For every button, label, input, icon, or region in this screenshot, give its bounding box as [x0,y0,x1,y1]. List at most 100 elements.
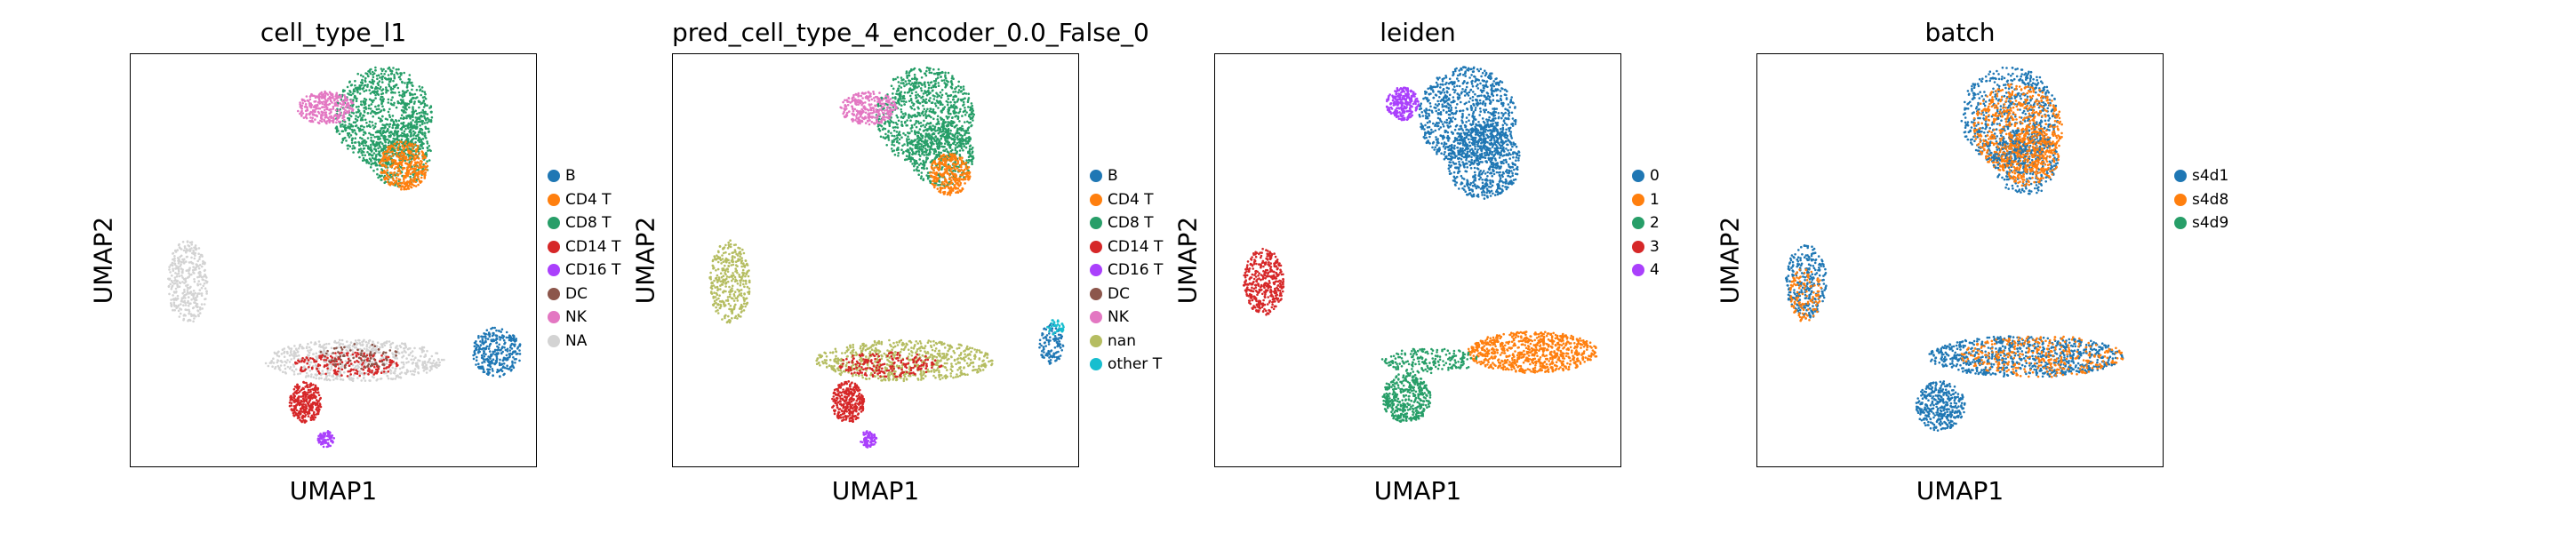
scatter-point [373,135,377,139]
scatter-point [421,96,425,99]
scatter-point [364,100,367,103]
scatter-point [487,333,490,336]
scatter-point [416,161,419,163]
scatter-point [908,82,910,85]
scatter-point [414,141,417,144]
scatter-point [396,123,398,127]
scatter-point [341,90,345,93]
scatter-point [961,134,964,138]
scatter-point [341,139,345,142]
scatter-point [382,351,386,354]
scatter-point [364,72,367,75]
scatter-point [389,363,392,366]
scatter-point [322,432,325,434]
scatter-point [351,379,355,383]
scatter-point [922,114,925,117]
scatter-point [312,358,316,362]
scatter-point [908,116,910,119]
scatter-point [932,89,934,91]
scatter-point [360,124,364,128]
scatter-point [372,141,374,145]
scatter-point [362,151,365,154]
scatter-point [366,75,370,77]
scatter-point [358,141,361,145]
scatter-point [351,101,355,104]
scatter-point [181,271,184,274]
scatter-point [401,81,404,84]
scatter-point [900,99,903,103]
scatter-point [295,403,299,407]
scatter-point [204,279,207,282]
scatter-point [277,350,280,354]
scatter-point [178,274,180,278]
scatter-point [388,131,391,134]
scatter-point [936,115,940,118]
scatter-point [297,359,300,362]
scatter-point [413,370,417,373]
scatter-point [309,375,313,378]
scatter-point [428,369,432,372]
scatter-point [953,125,956,129]
scatter-point [334,372,338,376]
scatter-point [508,349,511,352]
scatter-point [960,99,963,102]
scatter-point [388,147,392,151]
scatter-point [371,109,374,113]
scatter-point [392,67,395,69]
scatter-point [327,443,331,447]
scatter-point [353,129,356,132]
scatter-point [338,132,341,136]
scatter-point [371,375,374,378]
scatter-point [362,133,365,137]
scatter-point [309,348,313,351]
scatter-point [905,83,908,85]
scatter-point [340,96,342,99]
scatter-point [891,149,894,153]
scatter-point [345,106,348,108]
scatter-point [183,290,186,293]
scatter-point [351,92,355,95]
scatter-point [493,326,496,330]
scatter-point [510,347,514,350]
point-cluster [875,66,975,167]
scatter-point [512,337,516,340]
scatter-point [476,343,478,346]
scatter-point [418,111,421,115]
scatter-point [334,358,338,361]
scatter-point [412,137,415,140]
scatter-point [944,74,947,76]
scatter-point [399,78,402,81]
scatter-point [939,91,942,94]
point-cluster [378,140,429,191]
scatter-point [196,275,199,279]
legend-label: CD8 T [565,214,612,233]
scatter-point [388,155,391,158]
scatter-point [311,416,315,419]
scatter-point [407,169,411,171]
scatter-point [392,179,396,182]
scatter-point [428,118,430,122]
scatter-point [200,303,204,306]
scatter-point [283,352,285,354]
scatter-point [425,363,428,367]
scatter-point [296,417,300,419]
scatter-point [332,378,335,381]
scatter-point [386,169,389,171]
scatter-point [411,139,413,142]
scatter-point [358,144,361,147]
scatter-point [483,350,485,354]
scatter-point [476,355,478,359]
scatter-point [356,364,359,367]
scatter-point [498,336,501,338]
scatter-point [200,292,204,295]
scatter-point [482,342,485,346]
scatter-point [369,148,372,152]
scatter-point [339,371,341,375]
scatter-point [932,108,935,111]
scatter-point [946,117,949,120]
scatter-point [424,162,428,165]
scatter-point [943,82,946,84]
scatter-point [186,286,189,290]
scatter-point [344,108,347,112]
scatter-point [389,165,392,168]
